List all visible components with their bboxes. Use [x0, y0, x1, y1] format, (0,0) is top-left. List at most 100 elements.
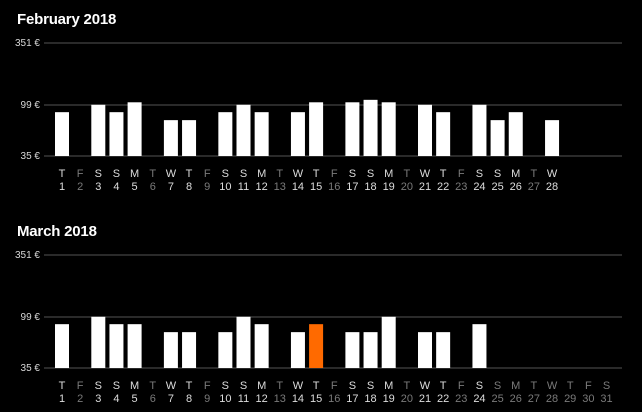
feb-weekday-label: S	[95, 168, 102, 180]
mar-weekday-label: F	[204, 380, 211, 392]
mar-day-label: 11	[238, 393, 249, 405]
mar-day-label: 27	[528, 393, 540, 405]
feb-weekday-label: F	[331, 168, 338, 180]
mar-weekday-label: T	[59, 380, 66, 392]
feb-weekday-label: S	[222, 168, 229, 180]
mar-weekday-label: F	[331, 380, 338, 392]
mar-day-label: 19	[383, 393, 395, 405]
feb-weekday-label: T	[531, 168, 538, 180]
mar-bar-day-24	[472, 324, 487, 368]
mar-day-label: 16	[328, 393, 340, 405]
mar-weekday-label: S	[349, 380, 356, 392]
mar-day-label: 22	[437, 393, 449, 405]
feb-weekday-label: S	[367, 168, 374, 180]
feb-weekday-label: F	[77, 168, 84, 180]
mar-weekday-label: S	[240, 380, 247, 392]
mar-day-label: 26	[510, 393, 522, 405]
mar-bar-day-5	[127, 324, 142, 368]
mar-day-label: 10	[219, 393, 231, 405]
mar-weekday-label: W	[547, 380, 558, 392]
mar-weekday-label: T	[531, 380, 538, 392]
mar-weekday-label: T	[313, 380, 320, 392]
feb-weekday-label: S	[494, 168, 501, 180]
mar-weekday-label: F	[458, 380, 465, 392]
feb-day-label: 25	[491, 181, 503, 193]
mar-day-label: 7	[168, 393, 174, 405]
mar-day-label: 20	[401, 393, 413, 405]
mar-day-label: 28	[546, 393, 558, 405]
feb-weekday-label: T	[313, 168, 320, 180]
feb-weekday-label: W	[293, 168, 304, 180]
mar-day-label: 18	[364, 393, 376, 405]
feb-day-label: 19	[383, 181, 395, 193]
feb-day-label: 26	[510, 181, 522, 193]
mar-weekday-label: S	[113, 380, 120, 392]
mar-weekday-label: W	[166, 380, 177, 392]
mar-bar-day-14	[290, 332, 305, 368]
mar-day-label: 14	[292, 393, 304, 405]
mar-weekday-label: T	[149, 380, 156, 392]
mar-day-label: 24	[473, 393, 485, 405]
feb-day-label: 14	[292, 181, 304, 193]
mar-bar-day-18	[363, 332, 378, 368]
mar-day-label: 13	[274, 393, 286, 405]
mar-weekday-label: S	[476, 380, 483, 392]
mar-day-label: 31	[600, 393, 612, 405]
mar-weekday-label: M	[257, 380, 266, 392]
feb-weekday-label: W	[166, 168, 177, 180]
mar-day-label: 6	[150, 393, 156, 405]
feb-weekday-label: W	[420, 168, 431, 180]
feb-weekday-label: M	[130, 168, 139, 180]
feb-bar-day-10	[218, 112, 233, 156]
feb-bar-day-14	[290, 112, 305, 156]
feb-bar-day-12	[254, 112, 269, 156]
feb-bar-day-19	[381, 102, 396, 156]
mar-ytick-label: 99 €	[21, 312, 41, 323]
feb-day-label: 7	[168, 181, 174, 193]
feb-ytick-label: 351 €	[15, 38, 40, 49]
mar-weekday-label: W	[293, 380, 304, 392]
feb-bar-day-24	[472, 104, 487, 156]
mar-day-label: 3	[95, 393, 101, 405]
feb-weekday-label: M	[384, 168, 393, 180]
feb-weekday-label: W	[547, 168, 558, 180]
feb-day-label: 1	[59, 181, 65, 193]
mar-weekday-label: S	[494, 380, 501, 392]
feb-weekday-label: F	[204, 168, 211, 180]
feb-bar-day-8	[182, 120, 197, 156]
feb-weekday-label: T	[403, 168, 410, 180]
mar-day-label: 30	[582, 393, 594, 405]
mar-weekday-label: T	[276, 380, 283, 392]
feb-day-label: 12	[256, 181, 268, 193]
feb-day-label: 23	[455, 181, 467, 193]
feb-weekday-label: S	[240, 168, 247, 180]
mar-weekday-label: F	[77, 380, 84, 392]
feb-bar-day-7	[163, 120, 178, 156]
mar-weekday-label: W	[420, 380, 431, 392]
mar-day-label: 15	[310, 393, 322, 405]
mar-bar-day-21	[418, 332, 432, 368]
feb-day-label: 24	[473, 181, 485, 193]
mar-bar-day-19	[381, 316, 396, 368]
feb-ytick-label: 35 €	[21, 151, 41, 162]
mar-weekday-label: T	[440, 380, 447, 392]
feb-day-label: 22	[437, 181, 449, 193]
feb-bar-day-28	[545, 120, 560, 156]
feb-weekday-label: T	[440, 168, 447, 180]
feb-bar-day-17	[345, 102, 360, 156]
mar-weekday-label: T	[403, 380, 410, 392]
feb-bar-day-26	[508, 112, 523, 156]
mar-day-label: 29	[564, 393, 576, 405]
feb-weekday-label: T	[186, 168, 193, 180]
month-title-march: March 2018	[17, 223, 97, 240]
feb-day-label: 27	[528, 181, 540, 193]
feb-day-label: 18	[364, 181, 376, 193]
feb-day-label: 21	[419, 181, 431, 193]
feb-weekday-label: M	[257, 168, 266, 180]
mar-weekday-label: S	[603, 380, 610, 392]
mar-ytick-label: 35 €	[21, 363, 41, 374]
mar-day-label: 4	[113, 393, 119, 405]
feb-bar-day-15	[309, 102, 324, 156]
mar-bar-day-7	[163, 332, 178, 368]
mar-day-label: 9	[204, 393, 210, 405]
